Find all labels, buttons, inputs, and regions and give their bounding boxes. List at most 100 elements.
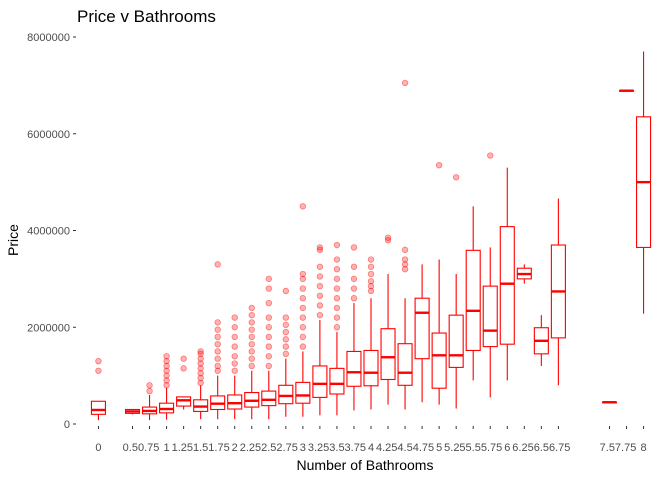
box-8 xyxy=(636,51,652,314)
outlier-point xyxy=(384,236,392,244)
box-body xyxy=(414,297,430,360)
box-body xyxy=(176,396,192,407)
outlier-point xyxy=(248,340,255,348)
outlier-point xyxy=(95,357,102,365)
outlier-point xyxy=(214,367,221,374)
x-tick-label: 8 xyxy=(640,442,646,454)
outlier-point xyxy=(367,282,375,290)
outlier-point xyxy=(248,319,255,326)
box-body xyxy=(346,350,362,387)
box-5.75 xyxy=(482,152,498,398)
x-tick-label: 2 xyxy=(232,442,238,454)
box-1.75 xyxy=(210,261,226,420)
outlier-point xyxy=(299,324,307,331)
box-3.25 xyxy=(312,244,328,416)
x-tick-label: 3 xyxy=(300,442,306,454)
box-5.25 xyxy=(448,174,464,409)
outlier-point xyxy=(367,263,375,270)
box-4 xyxy=(363,256,379,410)
outlier-point xyxy=(197,370,204,377)
x-tick-label: 0.50.75 xyxy=(123,442,160,454)
outlier-point xyxy=(316,292,324,300)
outlier-point xyxy=(401,246,409,254)
outlier-point xyxy=(282,350,290,358)
outlier-point xyxy=(350,275,358,283)
outlier-point xyxy=(197,348,204,355)
box-series xyxy=(90,51,652,421)
outlier-point xyxy=(248,311,255,319)
box-6.5 xyxy=(533,315,549,366)
outlier-point xyxy=(214,355,221,362)
box-1.25 xyxy=(176,355,192,410)
outlier-point xyxy=(197,355,204,362)
y-tick-label: 8000000 xyxy=(27,32,70,44)
box-2.75 xyxy=(278,287,294,417)
y-tick-label: 0 xyxy=(64,419,70,431)
outlier-point xyxy=(197,365,204,372)
box-body xyxy=(380,328,396,381)
outlier-point xyxy=(163,353,170,360)
outlier-point xyxy=(231,324,238,331)
box-4.75 xyxy=(414,264,430,403)
outlier-point xyxy=(163,357,170,365)
box-body xyxy=(465,249,481,352)
box-7.5 xyxy=(601,401,618,404)
outlier-point xyxy=(231,333,238,341)
outlier-point xyxy=(333,275,341,283)
x-tick-label: 3.253.53.75 xyxy=(308,442,366,454)
box-2 xyxy=(227,314,243,420)
y-tick-label: 6000000 xyxy=(27,129,70,141)
x-tick-label: 0 xyxy=(95,442,101,454)
outlier-point xyxy=(367,278,375,285)
box-1 xyxy=(159,353,175,420)
outlier-point xyxy=(299,343,307,350)
outlier-point xyxy=(299,295,307,302)
outlier-point xyxy=(350,244,358,251)
outlier-point xyxy=(367,287,375,295)
box-7.75 xyxy=(618,89,635,92)
outlier-point xyxy=(214,340,221,348)
outlier-point xyxy=(180,365,187,372)
outlier-point xyxy=(350,285,358,292)
outlier-point xyxy=(282,328,290,336)
outlier-point xyxy=(367,270,375,278)
outlier-point xyxy=(316,273,324,280)
box-body xyxy=(482,285,498,348)
outlier-point xyxy=(299,285,307,292)
y-axis: 0 2000000 4000000 6000000 8000000 xyxy=(27,32,76,431)
y-tick-label: 4000000 xyxy=(27,226,70,238)
outlier-point xyxy=(248,362,255,370)
outlier-point xyxy=(265,324,272,331)
box-5.5 xyxy=(465,206,481,381)
outlier-point xyxy=(282,336,290,343)
outlier-point xyxy=(248,333,255,341)
outlier-point xyxy=(333,304,341,312)
outlier-point xyxy=(435,161,443,169)
box-body xyxy=(312,365,328,398)
box-2.5 xyxy=(261,275,277,420)
outlier-point xyxy=(282,343,290,350)
outlier-point xyxy=(265,314,272,321)
box-1.5 xyxy=(193,348,209,420)
y-tick-label: 2000000 xyxy=(27,322,70,334)
x-tick-label: 7.57.75 xyxy=(600,442,637,454)
outlier-point xyxy=(231,353,238,360)
x-axis: 0 0.50.75 1 1.251.51.75 2 2.252.52.75 3 3.253.5… xyxy=(95,426,647,454)
outlier-point xyxy=(316,244,324,251)
box-body xyxy=(227,394,243,410)
outlier-point xyxy=(299,333,307,341)
outlier-point xyxy=(95,367,102,374)
outlier-point xyxy=(401,256,409,263)
outlier-point xyxy=(487,152,494,159)
box-body xyxy=(90,400,106,415)
x-tick-label: 5 xyxy=(436,442,442,454)
box-6.75 xyxy=(550,198,566,386)
outlier-point xyxy=(367,256,375,263)
outlier-point xyxy=(197,374,204,382)
x-tick-label: 1.251.51.75 xyxy=(172,442,230,454)
outlier-point xyxy=(316,311,324,319)
box-3.75 xyxy=(346,244,362,411)
outlier-point xyxy=(163,377,170,384)
outlier-point xyxy=(316,302,324,309)
outlier-point xyxy=(248,304,255,312)
